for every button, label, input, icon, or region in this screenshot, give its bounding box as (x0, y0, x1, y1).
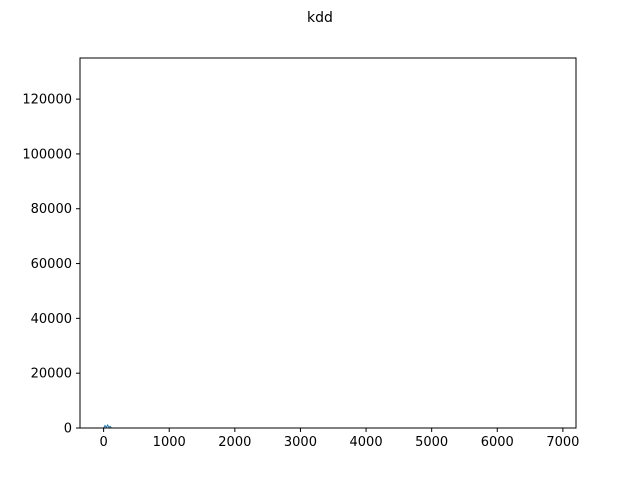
series-line (103, 423, 112, 429)
y-tick-label: 60000 (31, 257, 72, 272)
x-tick-label: 3000 (284, 435, 317, 450)
x-tick-label: 1000 (153, 435, 186, 450)
y-tick-label: 80000 (31, 202, 72, 217)
y-tick-label: 100000 (22, 147, 72, 162)
x-tick-label: 0 (99, 435, 107, 450)
x-tick-label: 4000 (350, 435, 383, 450)
axes-frame (79, 57, 577, 429)
chart-title: kdd (307, 10, 333, 26)
y-tick-label: 20000 (31, 367, 72, 382)
x-tick-label: 2000 (218, 435, 251, 450)
y-tick-label: 120000 (22, 93, 72, 108)
plot-area (103, 423, 112, 429)
x-axis: 0 1000 2000 3000 4000 5000 6000 7000 (99, 428, 579, 450)
y-tick-label: 40000 (31, 312, 72, 327)
x-tick-label: 6000 (481, 435, 514, 450)
x-tick-label: 5000 (415, 435, 448, 450)
y-axis: 0 20000 40000 60000 80000 100000 120000 (22, 93, 80, 437)
x-tick-label: 7000 (546, 435, 579, 450)
y-tick-label: 0 (64, 422, 72, 437)
